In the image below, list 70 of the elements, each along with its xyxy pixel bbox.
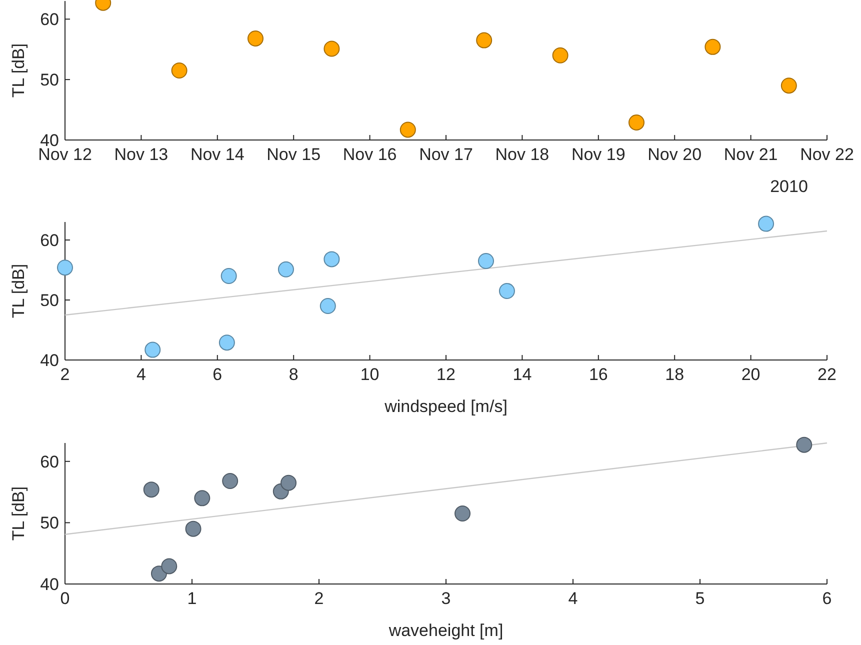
x-tick-label: Nov 19 [571,145,626,164]
x-tick-label: 0 [60,589,70,608]
point [324,251,340,268]
point [628,114,644,130]
x-tick-label: 5 [695,589,705,608]
y-tick-label: 50 [40,514,59,533]
y-tick-label: 60 [40,452,59,472]
x-tick-label: 8 [288,365,298,384]
point [704,38,721,55]
point [758,216,774,232]
point [552,47,568,64]
point [278,261,294,278]
point [476,32,492,48]
x-tick-label: Nov 13 [114,145,168,164]
x-tick-label: Nov 15 [266,145,321,164]
x-tick-label: Nov 22 [800,145,854,164]
x-tick-label: 14 [512,365,532,384]
x-tick-label: 6 [822,589,832,608]
y-axis-title: TL [dB] [9,43,28,98]
point [498,283,515,299]
x-axis-title: windspeed [m/s] [384,397,508,416]
point [478,253,494,269]
x-tick-label: 3 [441,589,451,608]
y-tick-label: 50 [40,291,59,310]
point [324,40,340,57]
x-tick-label: 1 [187,589,197,608]
point [144,342,161,358]
y-tick-label: 40 [40,575,59,594]
x-tick-label: Nov 17 [419,145,473,164]
x-tick-label: Nov 12 [38,145,92,164]
x-tick-label: Nov 21 [724,145,778,164]
x-tick-label: 22 [818,365,836,384]
point [222,473,238,489]
point [780,78,797,94]
y-tick-label: 50 [40,70,59,90]
point [218,334,235,351]
text: 2010 [770,177,808,196]
point [143,482,160,498]
x-tick-label: 4 [568,589,578,608]
point [796,436,812,453]
x-tick-label: 16 [588,365,608,384]
y-axis-title: TL [dB] [9,264,28,318]
x-axis-title: waveheight [m] [388,621,504,640]
x-tick-label: Nov 18 [495,145,550,164]
x-tick-label: Nov 20 [648,145,702,164]
point [320,298,336,314]
y-tick-label: 60 [40,10,59,30]
x-tick-label: 6 [212,365,222,384]
x-tick-label: Nov 14 [190,145,244,164]
x-tick-label: 12 [436,365,456,384]
y-axis-title: TL [dB] [9,486,28,541]
x-tick-label: 20 [741,365,760,384]
point [248,30,264,46]
x-tick-label: 2 [314,589,324,608]
y-tick-label: 60 [40,231,59,250]
point [194,490,210,506]
x-tick-label: 10 [360,365,380,384]
point [280,474,297,491]
x-tick-label: 18 [665,365,684,384]
y-tick-label: 40 [40,351,59,370]
x-tick-label: Nov 16 [342,145,397,164]
point [185,520,202,537]
x-tick-label: 2 [60,365,70,384]
point [220,268,237,284]
point [161,558,178,574]
x-tick-label: 4 [136,365,146,384]
point [171,62,188,78]
point [400,122,416,138]
point [454,506,471,522]
point [57,260,73,276]
